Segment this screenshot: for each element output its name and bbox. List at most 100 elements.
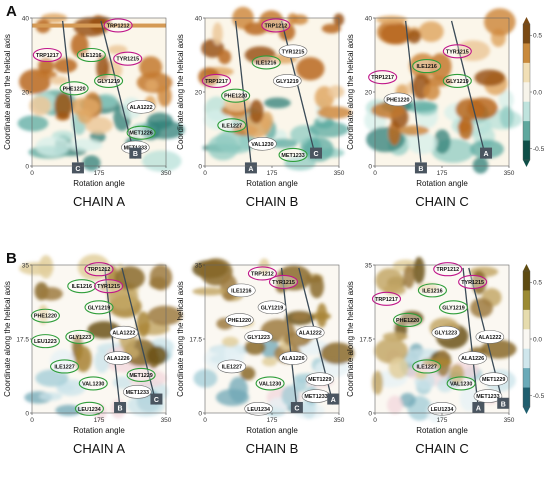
heatmap-density-field: [17, 13, 185, 172]
chain-marker-label: B: [133, 151, 138, 158]
warm-density-blob: [372, 370, 383, 395]
residue-label: ALA1226: [107, 356, 130, 362]
residue-ring: [473, 389, 503, 403]
residue-ring: [49, 359, 80, 374]
warm-density-blob: [222, 336, 239, 347]
helix-trace-line: [450, 20, 487, 159]
residue-ring: [225, 313, 254, 327]
helix-trace-line: [100, 20, 137, 159]
x-tick-label: 175: [437, 170, 448, 177]
residue-label: MET1229: [129, 373, 152, 379]
x-tick-label: 0: [373, 170, 377, 177]
warm-density-blob: [470, 298, 493, 318]
residue-label: TRP1212: [436, 267, 459, 273]
x-tick-label: 175: [94, 417, 105, 424]
warm-density-blob: [413, 256, 425, 285]
residue-label: ILE1216: [256, 60, 276, 66]
warm-density-blob: [400, 311, 424, 326]
residue-ring: [201, 73, 232, 88]
residue-label: ALA1222: [112, 331, 135, 337]
cool-density-blob: [407, 132, 438, 154]
warm-density-blob: [480, 339, 517, 359]
residue-ring: [371, 291, 402, 306]
residue-ring: [122, 385, 152, 399]
cool-density-blob: [193, 369, 218, 388]
chain-marker-box: [244, 162, 257, 174]
residue-ring: [59, 81, 89, 96]
residue-ring: [67, 279, 97, 294]
warm-density-blob: [146, 345, 168, 365]
warm-density-blob: [29, 96, 52, 116]
residue-label: GLY1219: [97, 79, 120, 85]
warm-density-blob: [388, 357, 409, 379]
warm-density-blob: [317, 106, 352, 119]
residue-ring: [412, 359, 442, 374]
top-density-band: [32, 23, 166, 28]
warm-density-blob: [484, 8, 516, 36]
y-tick-label: 40: [22, 15, 30, 22]
warm-density-blob: [38, 58, 54, 74]
residue-ring: [217, 359, 247, 374]
helix-trace-line: [404, 20, 422, 163]
residue-label: ALA1222: [478, 335, 501, 341]
residue-ring: [74, 401, 104, 416]
residue-ring: [417, 283, 447, 298]
residue-label: GLY1219: [261, 305, 284, 311]
residue-label: MET1233: [304, 394, 327, 400]
residue-ring: [217, 118, 247, 133]
y-tick-label: 0: [198, 410, 202, 417]
colorbar-tick-label: 0.5: [533, 280, 542, 287]
cool-density-blob: [39, 392, 63, 401]
residue-label: TYR1215: [116, 57, 139, 63]
colorbar-tick-label: 0.0: [533, 336, 542, 343]
residue-ring: [30, 334, 60, 349]
x-tick-label: 0: [203, 170, 207, 177]
residue-label: ILE1216: [231, 288, 251, 294]
colorbar-bottom-arrow: [523, 160, 530, 167]
cool-density-blob: [264, 97, 291, 109]
residue-ring: [427, 401, 457, 416]
residue-ring: [84, 300, 114, 315]
colorbar-swatch: [523, 290, 530, 311]
warm-density-blob: [249, 99, 264, 124]
y-tick-label: 0: [368, 410, 372, 417]
residue-ring: [84, 262, 114, 277]
warm-density-blob: [474, 69, 506, 86]
warm-density-blob: [74, 345, 92, 373]
warm-density-blob: [423, 83, 440, 101]
residue-label: TRP1212: [251, 271, 274, 277]
panel-a-1: TRP1212 TRP1217 ILE1216 TYR1215 GLY1219 PHE12…: [3, 13, 185, 209]
warm-density-blob: [69, 97, 100, 116]
residue-label: VAL1230: [251, 142, 273, 148]
x-tick-label: 0: [30, 417, 34, 424]
residue-ring: [438, 300, 469, 315]
chain-marker-label: B: [118, 406, 123, 413]
colorbar-swatch: [523, 309, 530, 330]
warm-density-blob: [455, 98, 485, 121]
residue-ring: [431, 325, 461, 340]
residue-label: TYR1215: [272, 280, 295, 286]
residue-ring: [261, 18, 291, 33]
warm-density-blob: [309, 274, 324, 299]
helix-trace-line: [104, 267, 121, 409]
residue-ring: [78, 376, 108, 391]
residue-ring: [244, 401, 273, 416]
y-tick-label: 35: [22, 262, 30, 269]
residue-label: GLY1223: [69, 335, 92, 341]
residue-ring: [268, 274, 299, 289]
cool-density-blob: [269, 138, 298, 149]
warm-density-blob: [327, 85, 345, 99]
y-tick-label: 17.5: [359, 336, 372, 343]
cool-density-blob: [498, 90, 514, 110]
warm-density-blob: [145, 79, 158, 91]
helix-trace-line: [280, 20, 317, 159]
warm-density-blob: [258, 10, 284, 33]
residue-label: VAL1230: [450, 381, 472, 387]
residue-ring: [221, 88, 251, 103]
residue-ring: [458, 351, 487, 365]
warm-density-blob: [242, 112, 271, 138]
chain-marker-label: A: [331, 397, 336, 404]
colorbar-bottom-arrow: [523, 407, 530, 414]
residue-ring: [392, 312, 423, 328]
residue-ring: [94, 73, 124, 88]
